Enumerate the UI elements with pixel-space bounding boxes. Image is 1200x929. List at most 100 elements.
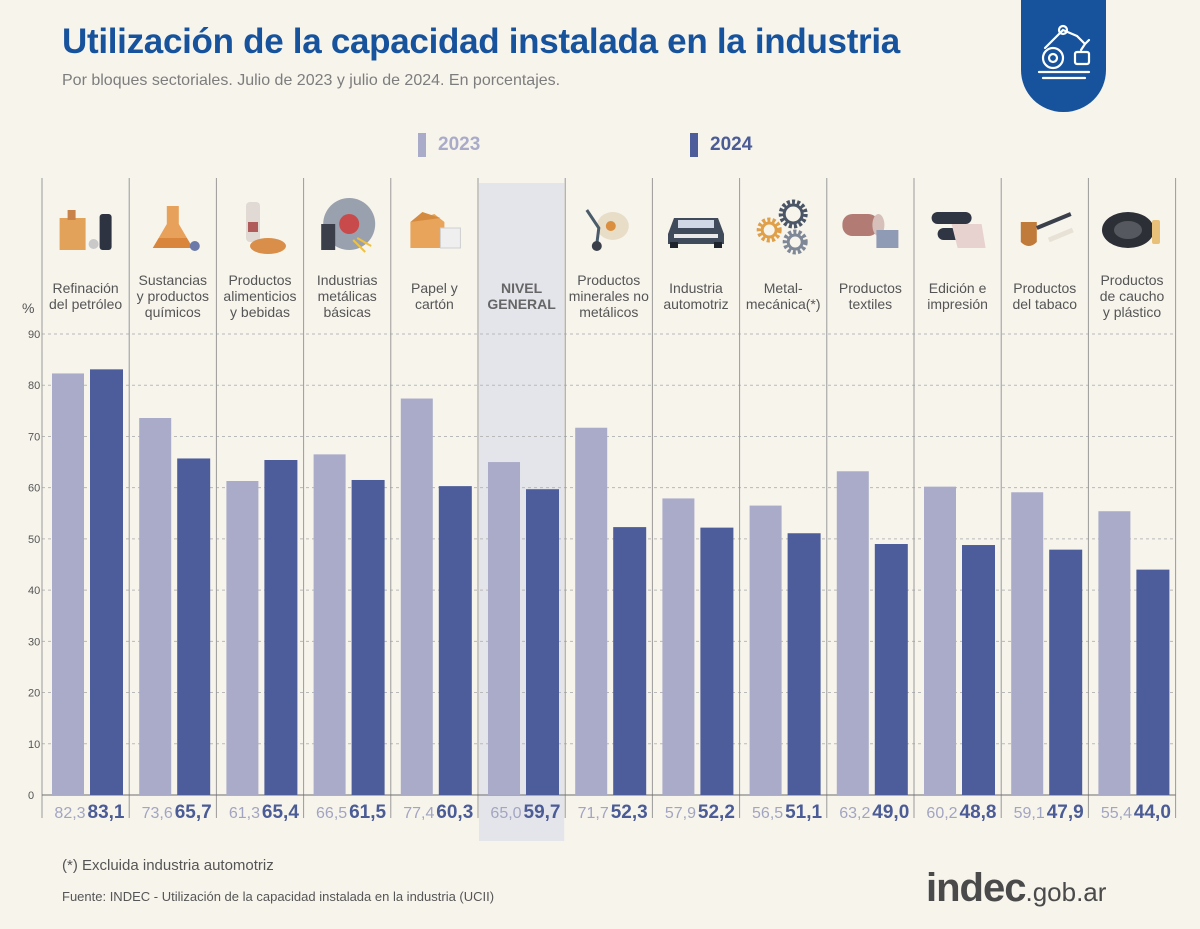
- value-label-2023: 55,4: [1101, 805, 1132, 822]
- category-label: Productos: [577, 272, 640, 288]
- category-label: y productos: [137, 288, 209, 304]
- category-label: automotriz: [663, 296, 728, 312]
- category-label: químicos: [145, 304, 201, 320]
- bar-2024: [962, 545, 995, 795]
- bar-2024: [438, 486, 472, 795]
- category-label: del petróleo: [49, 296, 122, 312]
- bar-2024: [1049, 549, 1083, 795]
- value-label-2024: 60,3: [436, 802, 473, 823]
- category-label: y plástico: [1103, 304, 1162, 320]
- footnote: (*) Excluida industria automotriz: [62, 857, 274, 874]
- y-tick-label: 90: [28, 329, 40, 341]
- y-tick-label: 50: [28, 534, 40, 546]
- value-label-2024: 61,5: [349, 802, 386, 823]
- category-label: Edición e: [929, 280, 987, 296]
- value-label-2023: 77,4: [403, 805, 434, 822]
- category-label: Productos: [1100, 272, 1163, 288]
- bar-2023: [226, 481, 259, 795]
- y-axis-label: %: [22, 300, 34, 316]
- y-tick-label: 80: [28, 380, 40, 392]
- legend-2024-label: 2024: [710, 134, 753, 155]
- tobacco-pipe-icon: [1020, 212, 1074, 246]
- chemistry-flask-icon: [152, 206, 200, 251]
- bar-2023: [313, 454, 346, 795]
- value-label-2023: 82,3: [54, 805, 85, 822]
- bar-2023: [836, 471, 869, 795]
- chart-subtitle: Por bloques sectoriales. Julio de 2023 y…: [62, 72, 561, 89]
- y-tick-label: 30: [28, 636, 40, 648]
- category-label: Productos: [1013, 280, 1076, 296]
- bar-2023: [1098, 511, 1131, 795]
- tire-icon: [1102, 212, 1160, 248]
- legend-2023-label: 2023: [438, 134, 481, 155]
- bar-2023: [662, 498, 695, 795]
- category-label: GENERAL: [487, 296, 556, 312]
- bar-2024: [177, 458, 211, 795]
- bar-2024: [787, 533, 821, 795]
- bar-2023: [139, 418, 172, 795]
- oil-refinery-icon: [59, 210, 112, 250]
- value-label-2024: 44,0: [1134, 802, 1171, 823]
- value-label-2023: 63,2: [839, 805, 870, 822]
- bar-2024: [264, 460, 298, 795]
- y-tick-label: 0: [28, 790, 34, 802]
- category-label: Industrias: [317, 272, 378, 288]
- chart-title: Utilización de la capacidad instalada en…: [62, 22, 900, 61]
- value-label-2024: 52,3: [611, 802, 648, 823]
- category-label: Refinación: [53, 280, 119, 296]
- bar-2023: [749, 505, 782, 795]
- bar-2024: [613, 527, 647, 795]
- cardboard-box-icon: [410, 212, 461, 249]
- indec-badge: [1021, 0, 1106, 112]
- value-label-2023: 61,3: [229, 805, 260, 822]
- bar-2024: [1136, 569, 1170, 795]
- indec-logo: indec.gob.ar: [926, 866, 1106, 911]
- value-label-2024: 49,0: [872, 802, 909, 823]
- bar-2023: [488, 462, 520, 795]
- bar-2024: [526, 489, 559, 795]
- category-label: impresión: [927, 296, 988, 312]
- textile-fabric-icon: [842, 214, 899, 248]
- value-label-2023: 59,1: [1014, 805, 1045, 822]
- category-label: Productos: [839, 280, 902, 296]
- category-label: alimenticios: [223, 288, 296, 304]
- value-label-2024: 83,1: [88, 802, 125, 823]
- value-label-2023: 71,7: [578, 805, 609, 822]
- legend-2023: 2023: [418, 133, 480, 157]
- bar-2023: [924, 486, 956, 795]
- value-label-2023: 56,5: [752, 805, 783, 822]
- value-label-2024: 59,7: [524, 802, 561, 823]
- category-label: textiles: [849, 296, 893, 312]
- category-label: y bebidas: [230, 304, 290, 320]
- category-label: cartón: [415, 296, 454, 312]
- y-tick-label: 70: [28, 431, 40, 443]
- value-label-2023: 60,2: [926, 805, 957, 822]
- category-label: minerales no: [569, 288, 649, 304]
- bar-2023: [1011, 492, 1044, 795]
- y-tick-label: 60: [28, 483, 40, 495]
- bar-2024: [874, 544, 908, 795]
- logo-main: indec: [926, 866, 1026, 910]
- category-label: básicas: [323, 304, 370, 320]
- car-icon: [668, 218, 724, 248]
- category-label: Metal-: [764, 280, 803, 296]
- y-tick-label: 40: [28, 585, 40, 597]
- category-label: Industria: [669, 280, 723, 296]
- legend-2023-swatch: [418, 133, 426, 157]
- source-note: Fuente: INDEC - Utilización de la capaci…: [62, 889, 495, 904]
- category-label: metálicos: [579, 304, 638, 320]
- bar-2024: [90, 369, 123, 795]
- category-label: metálicas: [318, 288, 377, 304]
- category-label: NIVEL: [501, 280, 543, 296]
- category-label: mecánica(*): [746, 296, 821, 312]
- value-label-2023: 66,5: [316, 805, 347, 822]
- value-label-2024: 52,2: [698, 802, 735, 823]
- legend-2024-swatch: [690, 133, 698, 157]
- value-label-2024: 51,1: [785, 802, 822, 823]
- bar-2023: [575, 427, 608, 795]
- cement-mixer-icon: [585, 209, 629, 251]
- category-label: Sustancias: [139, 272, 207, 288]
- food-bottle-bread-icon: [246, 202, 286, 254]
- y-tick-label: 10: [28, 739, 40, 751]
